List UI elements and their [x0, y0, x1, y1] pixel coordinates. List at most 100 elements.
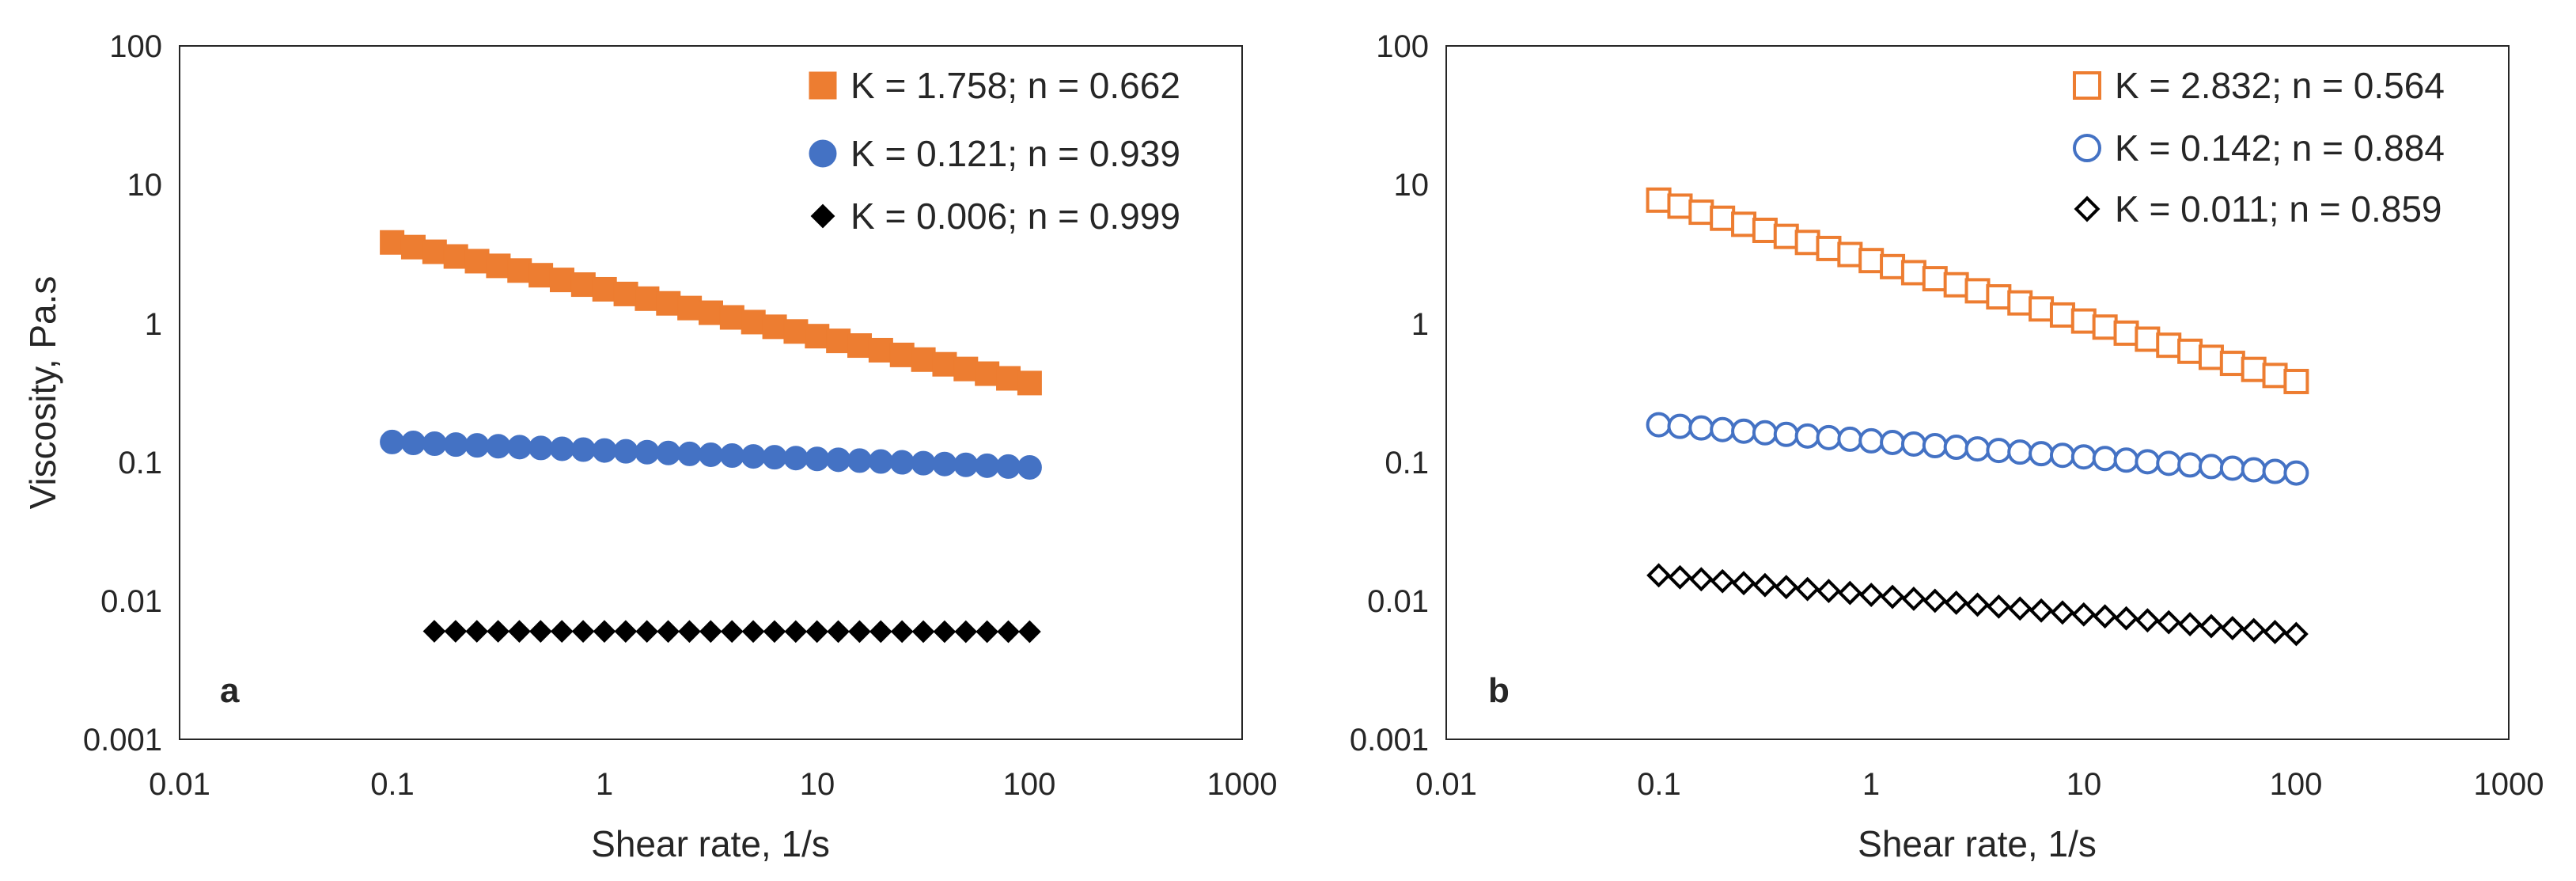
point-a-0-30 — [1017, 370, 1042, 396]
point-b-2-0 — [1646, 563, 1672, 588]
point-b-1-28 — [2241, 457, 2267, 483]
point-a-1-30 — [1017, 454, 1042, 480]
panel-letter-b: b — [1488, 671, 1510, 710]
point-a-1-22 — [847, 448, 873, 473]
point-b-0-2 — [1688, 199, 1714, 226]
y-tick-label-b-0: 0.001 — [1350, 723, 1429, 758]
point-a-1-3 — [443, 432, 468, 458]
point-a-0-29 — [996, 366, 1021, 391]
point-b-1-13 — [1922, 433, 1948, 459]
point-a-2-20 — [848, 620, 871, 644]
point-a-2-28 — [1018, 620, 1041, 644]
point-a-1-7 — [528, 435, 554, 461]
point-b-0-29 — [2262, 363, 2288, 389]
x-tick-label-a-2: 1 — [596, 767, 613, 802]
legend-symbol-b-0 — [2073, 71, 2101, 100]
legend-label-b-0: K = 2.832; n = 0.564 — [2115, 65, 2445, 106]
point-b-2-13 — [1923, 588, 1948, 613]
marks-b — [1646, 187, 2309, 647]
point-a-0-8 — [549, 268, 574, 293]
point-b-1-29 — [2262, 458, 2288, 484]
point-b-1-26 — [2198, 454, 2224, 480]
point-b-2-3 — [1710, 568, 1735, 594]
point-b-1-0 — [1646, 412, 1672, 438]
point-b-1-15 — [1964, 436, 1991, 462]
point-a-1-23 — [868, 449, 893, 474]
legend-symbol-a-2 — [810, 203, 835, 229]
point-b-1-9 — [1837, 426, 1863, 452]
point-a-2-2 — [465, 620, 489, 643]
point-a-0-18 — [762, 314, 787, 340]
point-b-2-1 — [1668, 564, 1692, 590]
point-b-0-21 — [2092, 314, 2118, 340]
point-b-2-6 — [1774, 575, 1799, 600]
point-a-0-22 — [847, 333, 873, 359]
point-a-2-5 — [528, 620, 552, 643]
point-b-1-24 — [2156, 450, 2182, 477]
point-a-0-11 — [613, 281, 638, 306]
point-b-2-18 — [2029, 598, 2054, 623]
point-b-2-23 — [2135, 608, 2160, 633]
point-a-1-6 — [507, 435, 532, 460]
point-b-0-15 — [1964, 278, 1991, 304]
point-a-2-26 — [975, 620, 999, 644]
point-b-1-18 — [2029, 441, 2055, 467]
point-b-0-5 — [1752, 217, 1778, 243]
point-b-2-16 — [1986, 594, 2011, 619]
point-a-2-9 — [614, 620, 638, 644]
point-b-0-12 — [1900, 260, 1926, 286]
point-b-2-10 — [1858, 583, 1884, 607]
legend-label-b-2: K = 0.011; n = 0.859 — [2115, 188, 2442, 230]
legend-a: K = 1.758; n = 0.662 K = 0.121; n = 0.93… — [809, 65, 1180, 237]
point-b-0-13 — [1922, 266, 1948, 292]
point-a-0-9 — [570, 272, 596, 298]
point-a-0-26 — [932, 351, 957, 377]
point-b-2-22 — [2114, 606, 2138, 631]
point-b-0-10 — [1858, 248, 1885, 274]
point-b-1-21 — [2092, 446, 2118, 472]
point-b-1-17 — [2007, 439, 2033, 465]
point-b-1-11 — [1880, 429, 1906, 455]
point-b-2-8 — [1816, 579, 1841, 604]
point-b-0-16 — [1986, 284, 2012, 310]
point-a-1-13 — [656, 440, 681, 465]
plot-area-b — [1445, 45, 2510, 740]
point-b-0-1 — [1667, 193, 1693, 219]
point-a-0-4 — [464, 249, 490, 274]
point-a-0-24 — [889, 342, 915, 367]
point-a-1-12 — [635, 439, 660, 465]
point-b-2-27 — [2220, 616, 2245, 640]
point-b-0-22 — [2113, 320, 2139, 346]
x-tick-label-a-3: 10 — [800, 767, 835, 802]
y-tick-label-a-1: 0.01 — [100, 584, 162, 619]
point-a-2-13 — [699, 620, 722, 644]
point-b-0-24 — [2156, 332, 2182, 359]
y-tick-label-a-5: 100 — [109, 29, 162, 64]
point-b-2-30 — [2283, 621, 2309, 647]
point-b-2-15 — [1965, 592, 1990, 617]
x-tick-label-b-4: 100 — [2270, 767, 2323, 802]
panel-letter-a: a — [220, 671, 240, 710]
point-b-1-10 — [1858, 427, 1885, 454]
point-a-0-19 — [783, 319, 809, 344]
point-a-0-17 — [741, 309, 766, 335]
point-b-1-25 — [2177, 452, 2203, 478]
point-a-2-4 — [508, 620, 531, 643]
point-b-1-2 — [1688, 415, 1714, 441]
point-a-2-27 — [997, 620, 1020, 644]
y-tick-label-b-3: 1 — [1411, 307, 1429, 342]
point-b-0-26 — [2198, 344, 2224, 370]
point-b-0-17 — [2007, 290, 2033, 316]
legend-marker-b-1 — [2073, 134, 2101, 162]
point-b-0-18 — [2029, 296, 2055, 322]
point-b-1-3 — [1710, 416, 1736, 442]
point-b-1-7 — [1794, 423, 1820, 449]
point-b-0-19 — [2049, 302, 2075, 328]
point-a-1-9 — [570, 437, 596, 462]
point-a-0-0 — [380, 230, 405, 255]
point-a-0-25 — [911, 347, 936, 372]
point-a-0-21 — [826, 328, 851, 354]
point-a-1-1 — [400, 430, 426, 455]
point-b-1-14 — [1943, 435, 1969, 461]
point-a-2-1 — [444, 620, 468, 643]
